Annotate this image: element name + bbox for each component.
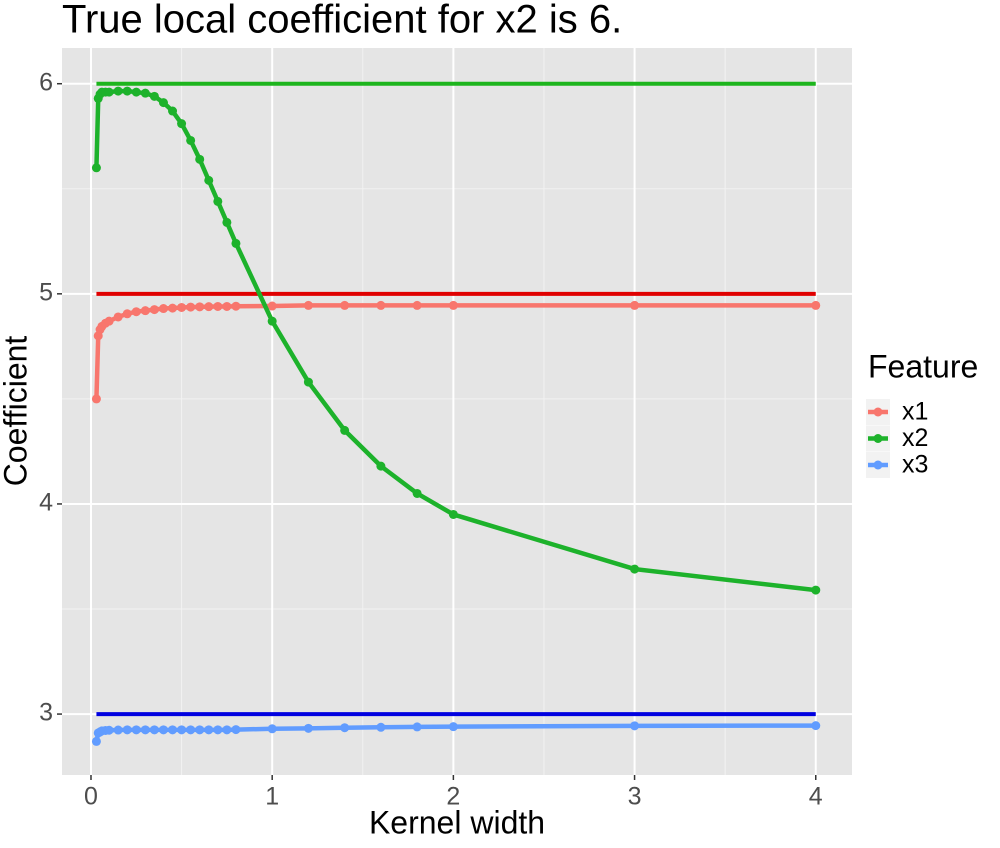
data-point <box>186 302 196 312</box>
data-point <box>195 302 205 312</box>
data-point <box>303 723 313 733</box>
data-point <box>376 300 386 310</box>
data-point <box>340 300 350 310</box>
x-tick-label: 3 <box>628 783 642 811</box>
data-point <box>149 305 159 315</box>
data-point <box>168 725 178 735</box>
data-point <box>303 300 313 310</box>
y-tick-label: 6 <box>39 68 53 96</box>
data-point <box>213 725 223 735</box>
y-tick-label: 5 <box>39 278 53 306</box>
data-point <box>158 304 168 314</box>
data-point <box>222 725 232 735</box>
legend-label: x3 <box>902 451 928 479</box>
legend-dot <box>873 434 883 443</box>
data-point <box>448 722 458 732</box>
data-point <box>131 725 141 735</box>
data-point <box>113 725 123 735</box>
x-tick-label: 2 <box>446 783 460 811</box>
data-point <box>412 488 422 498</box>
data-point <box>340 723 350 733</box>
data-point <box>122 86 132 96</box>
data-point <box>149 725 159 735</box>
x-tick-label: 0 <box>84 783 98 811</box>
legend-label: x1 <box>902 398 928 426</box>
x-tick-label: 1 <box>265 783 279 811</box>
data-point <box>104 725 114 735</box>
data-point <box>630 564 640 574</box>
data-point <box>140 88 150 98</box>
data-point <box>104 316 114 326</box>
legend-title: Feature <box>868 348 978 384</box>
data-point <box>204 302 214 312</box>
data-point <box>204 175 214 185</box>
data-point <box>158 725 168 735</box>
data-point <box>195 725 205 735</box>
data-point <box>186 725 196 735</box>
data-point <box>113 86 123 96</box>
data-point <box>222 301 232 311</box>
data-point <box>412 722 422 732</box>
data-point <box>267 316 277 326</box>
data-point <box>149 91 159 101</box>
data-point <box>231 725 241 735</box>
legend-dot <box>873 407 883 417</box>
data-point <box>448 509 458 519</box>
data-point <box>122 309 132 319</box>
data-point <box>811 300 821 310</box>
data-point <box>811 585 821 595</box>
data-point <box>131 307 141 317</box>
data-point <box>91 394 101 404</box>
data-point <box>340 425 350 435</box>
data-point <box>104 87 114 97</box>
y-tick-label: 3 <box>39 699 53 727</box>
y-axis-label: Coefficient <box>0 336 33 487</box>
chart-title: True local coefficient for x2 is 6. <box>62 0 622 42</box>
data-point <box>158 98 168 108</box>
data-point <box>231 238 241 248</box>
data-point <box>213 301 223 311</box>
data-point <box>140 725 150 735</box>
data-point <box>267 724 277 734</box>
plot-panel <box>62 48 852 775</box>
data-point <box>91 736 101 746</box>
data-point <box>177 725 187 735</box>
data-point <box>267 301 277 311</box>
data-point <box>140 306 150 316</box>
data-point <box>376 722 386 732</box>
data-point <box>630 300 640 310</box>
data-point <box>630 721 640 731</box>
data-point <box>168 106 178 116</box>
data-point <box>376 461 386 471</box>
data-point <box>195 154 205 164</box>
data-point <box>811 721 821 731</box>
x-axis-label: Kernel width <box>369 804 545 840</box>
data-point <box>122 725 132 735</box>
x-tick-label: 4 <box>809 783 823 811</box>
legend-label: x2 <box>902 424 928 452</box>
legend-dot <box>873 460 883 470</box>
data-point <box>177 119 187 129</box>
data-point <box>303 377 313 387</box>
data-point <box>448 300 458 310</box>
data-point <box>177 302 187 312</box>
data-point <box>222 217 232 227</box>
y-tick-label: 4 <box>39 489 53 517</box>
data-point <box>91 163 101 173</box>
data-point <box>412 300 422 310</box>
data-point <box>186 135 196 145</box>
data-point <box>204 725 214 735</box>
data-point <box>113 312 123 322</box>
data-point <box>213 196 223 206</box>
data-point <box>231 301 241 311</box>
data-point <box>168 303 178 313</box>
data-point <box>131 87 141 97</box>
